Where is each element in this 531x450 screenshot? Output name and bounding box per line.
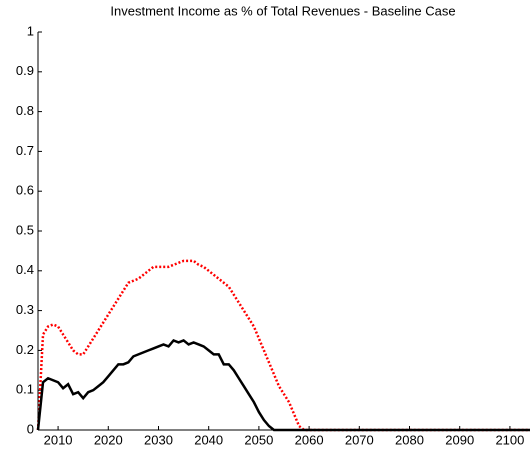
y-tick-label: 0.6 <box>16 183 34 198</box>
x-tick-label: 2020 <box>94 432 123 447</box>
y-tick-label: 0.1 <box>16 382 34 397</box>
y-tick-label: 0.3 <box>16 302 34 317</box>
y-tick-label: 0.4 <box>16 262 34 277</box>
x-tick-label: 2060 <box>295 432 324 447</box>
x-tick-label: 2080 <box>395 432 424 447</box>
y-tick-label: 1 <box>27 23 34 38</box>
x-tick-label: 2010 <box>44 432 73 447</box>
y-tick-label: 0.2 <box>16 342 34 357</box>
x-tick-label: 2070 <box>345 432 374 447</box>
y-tick-label: 0.8 <box>16 103 34 118</box>
x-tick-label: 2050 <box>244 432 273 447</box>
x-tick-label: 2040 <box>194 432 223 447</box>
chart-title: Investment Income as % of Total Revenues… <box>110 3 455 18</box>
x-tick-label: 2100 <box>495 432 524 447</box>
x-tick-label: 2090 <box>445 432 474 447</box>
y-tick-label: 0.9 <box>16 63 34 78</box>
series-line <box>36 259 530 432</box>
y-tick-label: 0.7 <box>16 143 34 158</box>
y-tick-label: 0.5 <box>16 222 34 237</box>
series-line <box>36 338 530 432</box>
y-tick-label: 0 <box>27 421 34 436</box>
x-tick-label: 2030 <box>144 432 173 447</box>
